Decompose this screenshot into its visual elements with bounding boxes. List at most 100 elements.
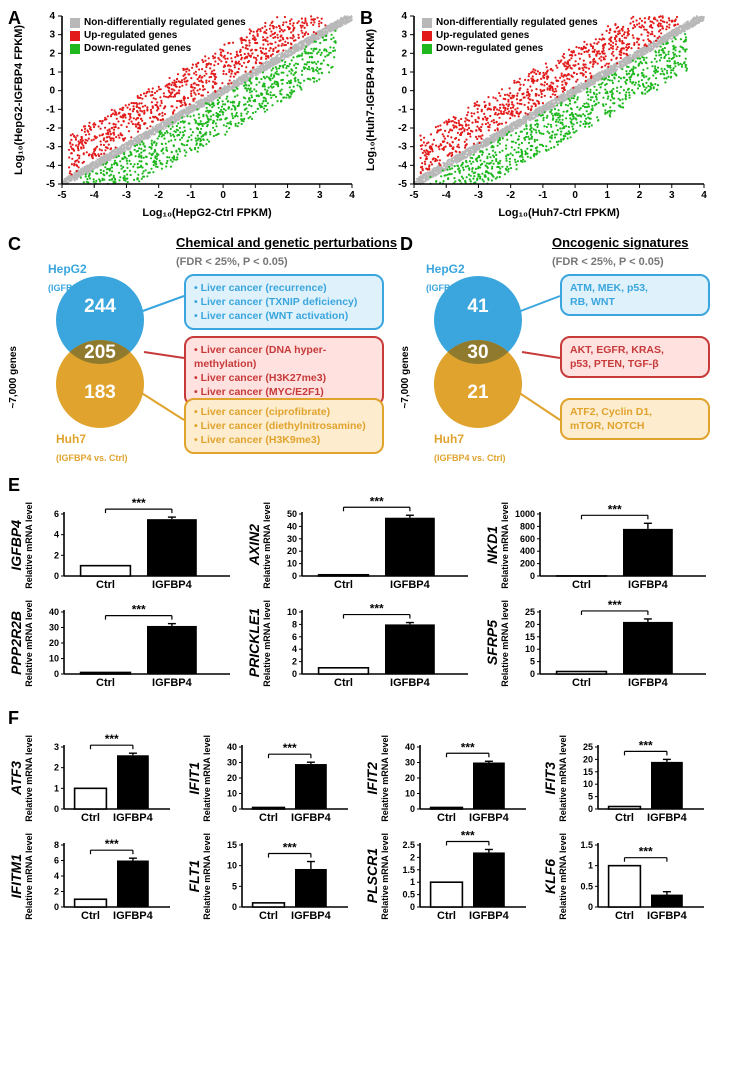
bar-chart-PRICKLE1: 0246810 *** Ctrl IGFBP4: [272, 594, 474, 692]
svg-text:-4: -4: [46, 160, 55, 171]
y-axis-label: Relative mRNA level: [380, 833, 390, 920]
legend-item: Down-regulated genes: [422, 42, 598, 55]
bar-chart-SFRP5: 0510152025 *** Ctrl IGFBP4: [510, 594, 712, 692]
svg-text:0: 0: [220, 190, 226, 201]
svg-text:4: 4: [49, 11, 55, 22]
legend-item: Down-regulated genes: [70, 42, 246, 55]
bar-chart-NKD1: 02004006008001000 *** Ctrl IGFBP4: [510, 496, 712, 594]
venn-huh7-label: Huh7 (IGFBP4 vs. Ctrl): [434, 430, 506, 466]
y-axis-label: Relative mRNA level: [24, 833, 34, 920]
callout-overlap: Liver cancer (DNA hyper-methylation)Live…: [184, 336, 384, 406]
row-cd: C Chemical and genetic perturbations (FD…: [8, 234, 741, 459]
svg-text:-1: -1: [186, 190, 195, 201]
panel-label-F: F: [8, 708, 741, 729]
bar-panel-PRICKLE1: PRICKLE1 Relative mRNA level 0246810 ***…: [246, 594, 484, 692]
bars-section-F: F ATF3 Relative mRNA level 0123 *** Ctrl…: [8, 708, 741, 925]
svg-text:1: 1: [253, 190, 259, 201]
figure: A -5-4-3-2-101234-5-4-3-2-101234 Log₁₀(H…: [0, 0, 749, 945]
svg-text:0: 0: [49, 86, 55, 97]
svg-text:-2: -2: [154, 190, 163, 201]
gene-name: ATF3: [8, 761, 24, 795]
scatter-panel-A: A -5-4-3-2-101234-5-4-3-2-101234 Log₁₀(H…: [8, 10, 360, 220]
panel-label-E: E: [8, 475, 741, 496]
svg-text:4: 4: [349, 190, 355, 201]
bar-chart-PLSCR1: 00.511.522.5 *** Ctrl IGFBP4: [390, 827, 532, 925]
bar-chart-PPP2R2B: 010203040 *** Ctrl IGFBP4: [34, 594, 236, 692]
bar-chart-ATF3: 0123 *** Ctrl IGFBP4: [34, 729, 176, 827]
svg-text:Log₁₀(HepG2-IGFBP4 FPKM): Log₁₀(HepG2-IGFBP4 FPKM): [13, 25, 25, 175]
y-axis-label: Relative mRNA level: [558, 735, 568, 822]
svg-text:2: 2: [49, 48, 55, 59]
gene-name: PLSCR1: [364, 848, 380, 903]
bar-panel-IFIT3: IFIT3 Relative mRNA level 0510152025 ***…: [542, 729, 720, 827]
svg-text:-3: -3: [122, 190, 131, 201]
y-axis-label: Relative mRNA level: [24, 735, 34, 822]
y-axis-label: Relative mRNA level: [262, 502, 272, 589]
bar-panel-PLSCR1: PLSCR1 Relative mRNA level 00.511.522.5 …: [364, 827, 542, 925]
bar-chart-IFITM1: 02468 *** Ctrl IGFBP4: [34, 827, 176, 925]
y-axis-label: Relative mRNA level: [262, 600, 272, 687]
bar-panel-IFITM1: IFITM1 Relative mRNA level 02468 *** Ctr…: [8, 827, 186, 925]
callout-huh7: ATF2, Cyclin D1,mTOR, NOTCH: [560, 398, 710, 440]
y-axis-label: Relative mRNA level: [24, 600, 34, 687]
bar-panel-KLF6: KLF6 Relative mRNA level 00.511.5 *** Ct…: [542, 827, 720, 925]
svg-text:3: 3: [317, 190, 323, 201]
legend-item: Up-regulated genes: [70, 29, 246, 42]
svg-text:-5: -5: [46, 179, 55, 190]
bar-panel-IFIT1: IFIT1 Relative mRNA level 010203040 *** …: [186, 729, 364, 827]
bar-panel-FLT1: FLT1 Relative mRNA level 051015 *** Ctrl…: [186, 827, 364, 925]
bar-chart-IFIT3: 0510152025 *** Ctrl IGFBP4: [568, 729, 710, 827]
gene-name: AXIN2: [246, 524, 262, 565]
callout-overlap: AKT, EGFR, KRAS,p53, PTEN, TGF-β: [560, 336, 710, 378]
venn-panel-D: D Oncogenic signatures (FDR < 25%, P < 0…: [400, 234, 740, 459]
svg-text:2: 2: [285, 190, 291, 201]
gene-name: NKD1: [484, 526, 500, 564]
bar-chart-KLF6: 00.511.5 *** Ctrl IGFBP4: [568, 827, 710, 925]
bar-panel-NKD1: NKD1 Relative mRNA level 020040060080010…: [484, 496, 722, 594]
svg-text:-3: -3: [46, 142, 55, 153]
row-ab: A -5-4-3-2-101234-5-4-3-2-101234 Log₁₀(H…: [8, 10, 741, 220]
bars-section-E: E IGFBP4 Relative mRNA level 0246 *** Ct…: [8, 475, 741, 692]
bar-panel-SFRP5: SFRP5 Relative mRNA level 0510152025 ***…: [484, 594, 722, 692]
svg-text:Log₁₀(HepG2-Ctrl FPKM): Log₁₀(HepG2-Ctrl FPKM): [142, 207, 272, 219]
callout-huh7: Liver cancer (ciprofibrate)Liver cancer …: [184, 398, 384, 454]
svg-text:-1: -1: [46, 104, 55, 115]
callout-hepg2: Liver cancer (recurrence)Liver cancer (T…: [184, 274, 384, 330]
gene-name: SFRP5: [484, 620, 500, 665]
svg-text:-4: -4: [90, 190, 99, 201]
gene-name: PRICKLE1: [246, 608, 262, 677]
side-count: ~7,000 genes: [400, 346, 411, 409]
venn-panel-C: C Chemical and genetic perturbations (FD…: [8, 234, 400, 459]
scatter-panel-B: B -5-4-3-2-101234-5-4-3-2-101234 Log₁₀(H…: [360, 10, 712, 220]
bar-chart-IGFBP4: 0246 *** Ctrl IGFBP4: [34, 496, 236, 594]
gene-name: PPP2R2B: [8, 611, 24, 675]
legend-item: Up-regulated genes: [422, 29, 598, 42]
bar-panel-IFIT2: IFIT2 Relative mRNA level 010203040 *** …: [364, 729, 542, 827]
gene-name: KLF6: [542, 859, 558, 894]
svg-text:-2: -2: [46, 123, 55, 134]
y-axis-label: Relative mRNA level: [558, 833, 568, 920]
scatter-legend: Non-differentially regulated genesUp-reg…: [70, 16, 246, 55]
legend-item: Non-differentially regulated genes: [422, 16, 598, 29]
bar-chart-IFIT2: 010203040 *** Ctrl IGFBP4: [390, 729, 532, 827]
side-count: ~7,000 genes: [8, 346, 19, 409]
gene-name: IGFBP4: [8, 520, 24, 571]
bar-panel-IGFBP4: IGFBP4 Relative mRNA level 0246 *** Ctrl…: [8, 496, 246, 594]
legend-item: Non-differentially regulated genes: [70, 16, 246, 29]
svg-text:-5: -5: [58, 190, 67, 201]
bar-panel-AXIN2: AXIN2 Relative mRNA level 01020304050 **…: [246, 496, 484, 594]
bar-panel-ATF3: ATF3 Relative mRNA level 0123 *** Ctrl I…: [8, 729, 186, 827]
y-axis-label: Relative mRNA level: [500, 600, 510, 687]
y-axis-label: Relative mRNA level: [500, 502, 510, 589]
venn-huh7-label: Huh7 (IGFBP4 vs. Ctrl): [56, 430, 128, 466]
gene-name: IFIT3: [542, 762, 558, 795]
svg-text:1: 1: [49, 67, 55, 78]
svg-text:3: 3: [49, 30, 55, 41]
y-axis-label: Relative mRNA level: [202, 735, 212, 822]
callout-hepg2: ATM, MEK, p53,RB, WNT: [560, 274, 710, 316]
bar-chart-IFIT1: 010203040 *** Ctrl IGFBP4: [212, 729, 354, 827]
gene-name: IFIT1: [186, 762, 202, 795]
gene-name: IFIT2: [364, 762, 380, 795]
bar-chart-FLT1: 051015 *** Ctrl IGFBP4: [212, 827, 354, 925]
y-axis-label: Relative mRNA level: [24, 502, 34, 589]
